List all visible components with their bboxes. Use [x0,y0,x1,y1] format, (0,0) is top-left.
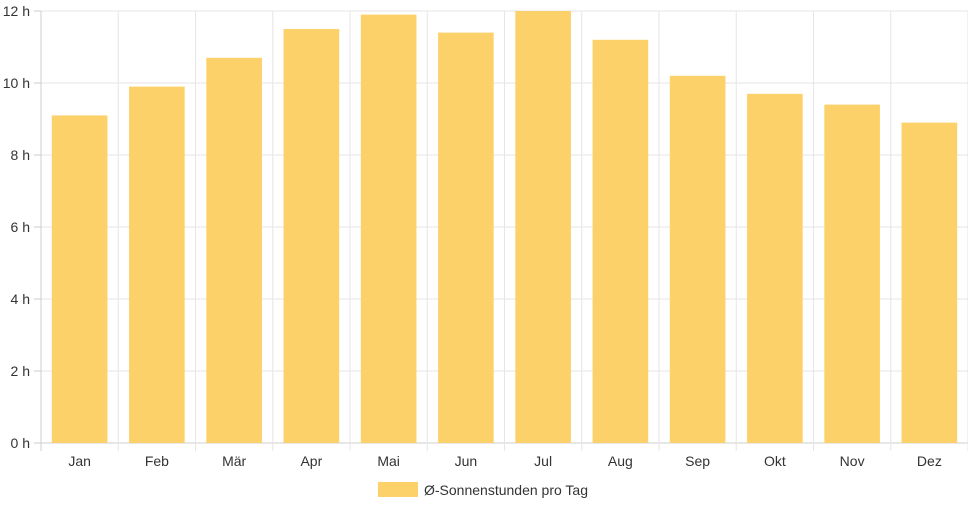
bar-apr[interactable] [283,29,340,443]
bar-mär[interactable] [206,57,262,444]
bar-feb[interactable] [129,86,185,443]
x-axis: Jan Feb Mär Apr Mai Jun Jul Aug Sep Okt Nov Dez [68,453,941,469]
bar-series [51,11,958,444]
x-tick-label: Okt [764,453,786,469]
x-tick-label: Apr [300,453,322,469]
y-tick-label: 10 h [3,75,30,91]
y-axis: 0 h 2 h 4 h 6 h 8 h 10 h 12 h [3,3,30,451]
bar-okt[interactable] [747,93,803,444]
x-tick-label: Jun [455,453,478,469]
y-tick-label: 12 h [3,3,30,19]
y-tick-label: 6 h [11,219,30,235]
bar-jun[interactable] [438,32,494,443]
y-tick-label: 2 h [11,363,30,379]
bar-jan[interactable] [51,115,108,444]
legend-swatch[interactable] [378,482,418,497]
x-tick-label: Feb [145,453,169,469]
bar-mai[interactable] [360,14,417,443]
x-tick-label: Jul [534,453,552,469]
bar-jul[interactable] [515,11,571,443]
x-tick-label: Dez [917,453,942,469]
x-tick-label: Sep [685,453,710,469]
x-tick-label: Aug [608,453,633,469]
x-tick-label: Mai [377,453,400,469]
y-tick-label: 0 h [11,435,30,451]
bar-nov[interactable] [824,104,880,443]
x-tick-label: Jan [68,453,91,469]
legend[interactable]: Ø-Sonnenstunden pro Tag [378,482,588,498]
bar-aug[interactable] [592,39,649,444]
bar-dez[interactable] [901,122,958,443]
y-tick-label: 4 h [11,291,30,307]
grid-lines [34,10,968,451]
legend-label[interactable]: Ø-Sonnenstunden pro Tag [424,482,588,498]
x-tick-label: Nov [840,453,865,469]
bar-sep[interactable] [669,75,726,444]
x-tick-label: Mär [222,453,246,469]
y-tick-label: 8 h [11,147,30,163]
